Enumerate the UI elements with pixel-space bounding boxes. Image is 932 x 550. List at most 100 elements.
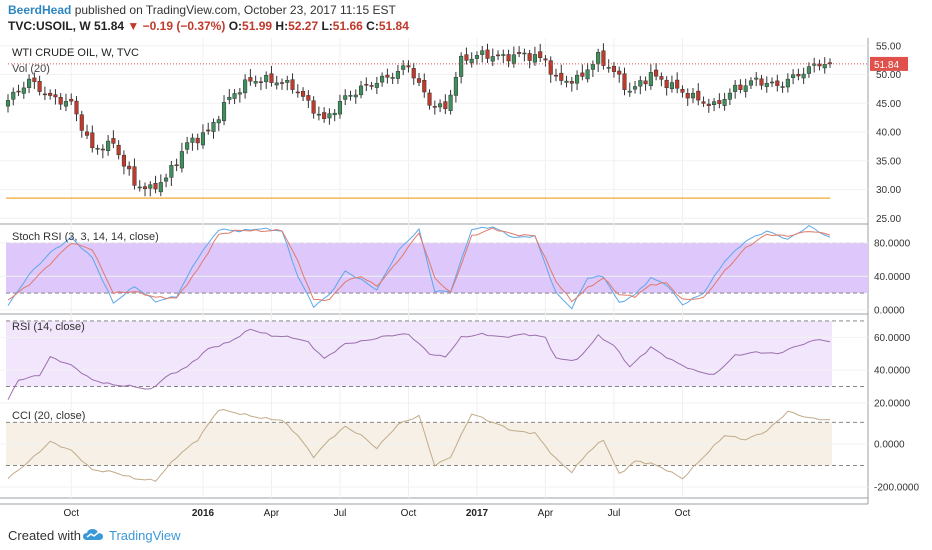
candle-body <box>559 72 564 81</box>
candle-body <box>190 137 195 143</box>
candle-body <box>253 81 258 84</box>
candle-body <box>148 184 153 189</box>
candle-body <box>669 82 674 89</box>
candle-body <box>279 82 285 84</box>
last-price-tag <box>870 56 908 71</box>
candle-body <box>643 80 648 85</box>
candle-body <box>459 55 464 77</box>
indicator-band <box>6 242 868 294</box>
candle-body <box>106 140 111 151</box>
indicator-line-cci <box>7 409 831 483</box>
candle-body <box>258 81 263 83</box>
candle-body <box>327 113 332 119</box>
candle-body <box>469 58 474 64</box>
candle-body <box>63 101 69 107</box>
candle-body <box>69 98 74 102</box>
candle-body <box>84 131 90 136</box>
candle-body <box>27 78 32 88</box>
created-with-label: Created with <box>8 528 81 543</box>
candle-body <box>380 75 385 83</box>
candle-body <box>822 64 827 69</box>
candle-body <box>474 55 480 59</box>
candle-body <box>285 80 290 83</box>
indicator-axis-tick: 40.0000 <box>874 272 911 283</box>
candle-body <box>211 122 216 132</box>
author-link[interactable]: BeerdHead <box>8 3 72 17</box>
high-value: 52.27 <box>288 19 319 33</box>
candle-body <box>121 154 126 167</box>
candle-body <box>722 99 727 106</box>
candle-body <box>738 84 743 90</box>
candle-body <box>95 148 100 150</box>
candle-body <box>596 51 601 65</box>
candle-body <box>206 129 211 132</box>
candle-body <box>179 151 184 169</box>
candle-body <box>221 102 227 122</box>
indicator-line-rsi <box>7 328 831 400</box>
candle-body <box>727 92 732 100</box>
price-axis-tick: 25.00 <box>876 214 901 225</box>
candle-body <box>37 81 42 92</box>
candle-body <box>627 90 632 93</box>
candle-body <box>791 74 796 78</box>
candle-body <box>411 68 416 79</box>
tradingview-cloud-icon[interactable] <box>82 527 104 543</box>
indicator-axis-tick: 0.0000 <box>874 439 905 450</box>
candle-body <box>522 52 527 55</box>
candle-body <box>269 73 274 83</box>
candle-body <box>548 60 553 75</box>
candle-body <box>422 80 427 93</box>
candle-body <box>322 112 327 119</box>
candle-body <box>116 144 121 156</box>
candle-body <box>216 119 221 124</box>
candle-body <box>111 138 116 144</box>
candle-body <box>290 79 295 90</box>
indicator-band <box>6 320 832 387</box>
footer: Created with TradingView <box>0 520 932 550</box>
candle-body <box>237 92 242 95</box>
indicator-axis-tick: -200.0000 <box>874 483 919 494</box>
candle-body <box>785 78 790 88</box>
candle-body <box>295 91 300 94</box>
candle-body <box>137 186 142 189</box>
high-label: H: <box>275 19 289 33</box>
candle-body <box>301 90 306 97</box>
candle-body <box>353 94 358 98</box>
candle-body <box>348 95 353 97</box>
candle-body <box>200 132 206 146</box>
candle-body <box>358 85 364 96</box>
candle-body <box>538 51 543 58</box>
candle-body <box>617 70 622 75</box>
candle-body <box>5 100 11 107</box>
indicator-axis-tick: 0.0000 <box>874 305 905 316</box>
low-label: L: <box>321 19 333 33</box>
tradingview-brand[interactable]: TradingView <box>109 528 181 543</box>
candle-body <box>654 69 659 77</box>
candle-body <box>659 76 664 80</box>
candle-body <box>432 106 437 108</box>
candle-body <box>153 182 158 190</box>
candle-body <box>390 77 395 79</box>
candle-body <box>648 72 653 87</box>
candle-body <box>401 65 406 70</box>
chart-header: BeerdHead published on TradingView.com, … <box>0 0 932 38</box>
candle-body <box>90 132 95 149</box>
publish-line: BeerdHead published on TradingView.com, … <box>8 3 396 17</box>
candle-body <box>796 73 801 77</box>
chart-area[interactable]: 25.00 30.00 35.00 40.00 45.00 50.00 55.00 51.84… <box>0 38 932 520</box>
candle-body <box>248 77 253 82</box>
candle-body <box>364 83 369 86</box>
candle-body <box>543 58 548 61</box>
candle-body <box>306 95 311 101</box>
candle-body <box>685 93 690 99</box>
candle-body <box>227 96 232 100</box>
candle-body <box>427 92 432 106</box>
candle-body <box>132 166 137 186</box>
candle-body <box>575 74 580 84</box>
candle-body <box>501 54 506 56</box>
candle-body <box>369 85 374 87</box>
open-label: O: <box>228 19 243 33</box>
last-price: 51.84 <box>94 19 125 33</box>
candle-body <box>638 80 643 87</box>
candle-body <box>42 93 47 96</box>
